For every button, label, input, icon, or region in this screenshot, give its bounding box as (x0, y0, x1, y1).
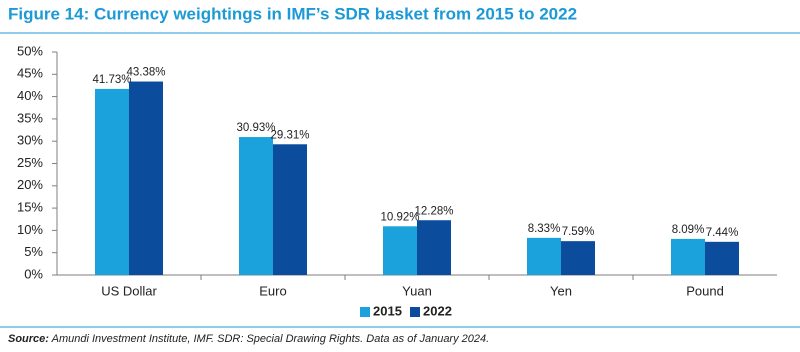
source: Source: Amundi Investment Institute, IMF… (8, 333, 489, 345)
value-label: 29.31% (270, 129, 309, 141)
bar (417, 220, 451, 275)
value-label: 7.59% (562, 226, 595, 238)
legend-swatch (360, 307, 370, 317)
y-tick-label: 45% (17, 66, 43, 81)
y-tick-label: 20% (17, 177, 43, 192)
x-tick-label: Pound (686, 283, 724, 298)
x-tick-label: US Dollar (101, 283, 157, 298)
value-label: 43.38% (126, 67, 165, 79)
value-label: 8.09% (672, 224, 705, 236)
bar (129, 81, 163, 275)
legend-label: 2015 (373, 303, 402, 318)
y-tick-label: 35% (17, 110, 43, 125)
bar (705, 241, 739, 275)
bar (239, 137, 273, 275)
value-label: 7.44% (706, 227, 739, 239)
y-tick-label: 15% (17, 200, 43, 215)
y-tick-label: 0% (24, 266, 43, 281)
y-tick-label: 40% (17, 88, 43, 103)
y-tick-label: 50% (17, 43, 43, 58)
bar (561, 241, 595, 275)
source-text: Amundi Investment Institute, IMF. SDR: S… (51, 333, 490, 345)
bar (671, 238, 705, 275)
source-label: Source: (8, 333, 49, 345)
legend-swatch (410, 307, 420, 317)
bar (273, 144, 307, 275)
y-tick-label: 30% (17, 133, 43, 148)
y-tick-label: 5% (24, 244, 43, 259)
value-label: 30.93% (236, 122, 275, 134)
value-label: 10.92% (380, 211, 419, 223)
chart-title: Figure 14: Currency weightings in IMF’s … (8, 4, 577, 23)
y-tick-label: 25% (17, 155, 43, 170)
x-tick-label: Yuan (402, 283, 432, 298)
legend-label: 2022 (423, 303, 452, 318)
value-label: 12.28% (414, 205, 453, 217)
bar (383, 226, 417, 275)
bar (527, 237, 561, 275)
value-label: 8.33% (528, 223, 561, 235)
x-tick-label: Euro (259, 283, 286, 298)
x-tick-label: Yen (550, 283, 572, 298)
bar (95, 88, 129, 275)
y-tick-label: 10% (17, 222, 43, 237)
value-label: 41.73% (92, 74, 131, 86)
